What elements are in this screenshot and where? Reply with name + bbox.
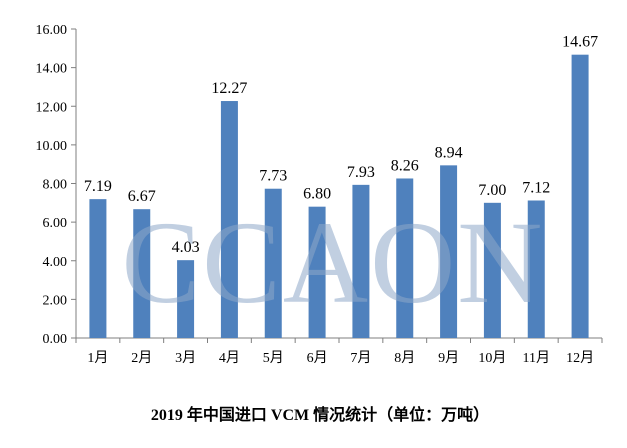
x-tick-label: 1月 bbox=[87, 350, 108, 366]
bar bbox=[220, 101, 238, 339]
x-tick-labels: 1月 2月 3月 4月 5月 6月 7月 8月 9月 10月 11月 12月 bbox=[87, 350, 594, 366]
bar bbox=[89, 199, 107, 338]
bar bbox=[352, 184, 370, 338]
data-labels: 7.19 6.67 4.03 12.27 7.73 6.80 7.93 8.26 8.94 7.0… bbox=[84, 34, 598, 256]
bar bbox=[133, 209, 151, 338]
bar bbox=[177, 260, 195, 338]
chart-title: 2019 年中国进口 VCM 情况统计（单位：万吨） bbox=[151, 405, 489, 424]
y-tick-label: 6.00 bbox=[43, 216, 68, 231]
x-tick-label: 9月 bbox=[438, 350, 459, 366]
x-tick-label: 11月 bbox=[523, 350, 550, 366]
y-tick-label: 2.00 bbox=[43, 293, 68, 308]
x-tick-label: 8月 bbox=[394, 350, 415, 366]
data-label: 6.80 bbox=[303, 186, 331, 203]
bar bbox=[264, 188, 282, 338]
bar bbox=[396, 178, 414, 338]
data-label: 12.27 bbox=[211, 80, 247, 97]
y-tick-labels: 0.00 2.00 4.00 6.00 8.00 10.00 12.00 14.00 16.00 bbox=[36, 23, 68, 347]
data-label: 7.00 bbox=[478, 182, 506, 199]
watermark-layer: CCAON bbox=[121, 197, 544, 328]
axes bbox=[71, 28, 603, 343]
data-label: 7.73 bbox=[259, 168, 287, 185]
data-label: 8.26 bbox=[391, 157, 419, 174]
y-tick-label: 14.00 bbox=[36, 62, 68, 77]
watermark-logo: CCAON bbox=[121, 197, 544, 328]
x-tick-label: 3月 bbox=[175, 350, 196, 366]
bar bbox=[571, 54, 589, 339]
y-tick-label: 16.00 bbox=[36, 23, 68, 38]
x-tick-label: 5月 bbox=[263, 350, 284, 366]
data-label: 6.67 bbox=[128, 188, 156, 205]
x-tick-label: 12月 bbox=[566, 350, 594, 366]
data-label: 8.94 bbox=[435, 144, 463, 161]
data-label: 14.67 bbox=[562, 34, 598, 51]
bars bbox=[89, 54, 589, 339]
data-label: 4.03 bbox=[172, 239, 200, 256]
x-tick-label: 2月 bbox=[131, 350, 152, 366]
data-label: 7.93 bbox=[347, 164, 375, 181]
y-tick-label: 8.00 bbox=[43, 178, 68, 193]
bar bbox=[527, 200, 545, 338]
x-tick-label: 6月 bbox=[307, 350, 328, 366]
x-tick-label: 4月 bbox=[219, 350, 240, 366]
bar bbox=[440, 165, 458, 338]
data-label: 7.12 bbox=[522, 179, 550, 196]
y-tick-label: 12.00 bbox=[36, 100, 68, 115]
bar bbox=[308, 206, 326, 338]
bar bbox=[483, 202, 501, 338]
y-tick-label: 4.00 bbox=[43, 255, 68, 270]
y-tick-label: 10.00 bbox=[36, 139, 68, 154]
x-tick-label: 7月 bbox=[350, 350, 371, 366]
data-label: 7.19 bbox=[84, 178, 112, 195]
x-tick-label: 10月 bbox=[478, 350, 506, 366]
y-tick-label: 0.00 bbox=[43, 332, 68, 347]
